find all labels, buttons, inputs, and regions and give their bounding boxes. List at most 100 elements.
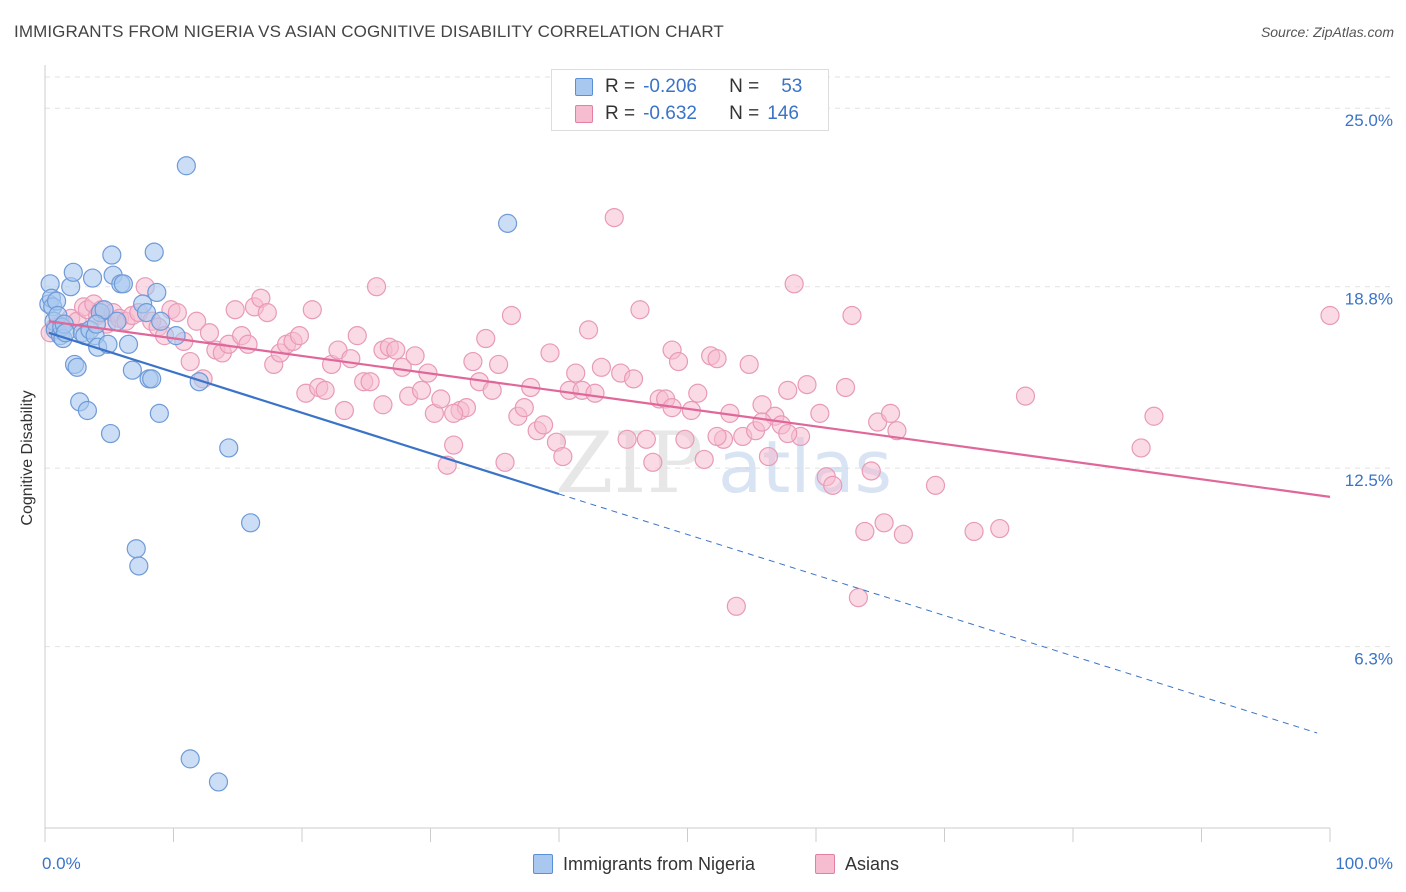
data-point-asians — [848, 588, 869, 608]
data-point-asians — [578, 320, 599, 340]
data-point-nigeria — [144, 242, 164, 262]
data-point-asians — [167, 303, 187, 323]
data-point-asians — [925, 475, 946, 495]
data-point-nigeria — [241, 513, 261, 533]
legend-r-value: -0.632 — [643, 103, 697, 124]
data-point-asians — [874, 513, 894, 533]
y-tick-label: 6.3% — [1354, 650, 1393, 669]
axes — [44, 65, 1331, 842]
legend-n-value: 53 — [781, 76, 803, 97]
data-point-nigeria — [142, 369, 162, 389]
data-point-asians — [964, 521, 984, 542]
data-point-nigeria — [107, 311, 127, 331]
data-point-asians — [1144, 406, 1164, 426]
data-point-asians — [1015, 386, 1036, 406]
data-point-asians — [482, 380, 502, 400]
chart-title: IMMIGRANTS FROM NIGERIA VS ASIAN COGNITI… — [14, 22, 724, 41]
legend-row-nigeria: R = -0.206 N = 53 — [552, 74, 802, 100]
legend-r-label: R = — [605, 103, 636, 124]
data-point-nigeria — [63, 262, 83, 282]
data-point-nigeria — [136, 303, 157, 323]
trend-lines — [48, 320, 1331, 734]
data-point-asians — [386, 340, 406, 360]
data-point-asians — [347, 326, 367, 346]
bottom-legend-swatch-pink — [815, 854, 835, 874]
data-point-asians — [823, 475, 843, 495]
data-point-asians — [835, 377, 856, 398]
data-point-nigeria — [176, 156, 196, 176]
data-point-asians — [302, 300, 322, 320]
data-point-nigeria — [219, 438, 239, 458]
legend-n-label: N = — [729, 76, 760, 97]
data-point-asians — [411, 380, 432, 400]
data-point-nigeria — [126, 539, 146, 559]
data-point-nigeria — [122, 360, 142, 380]
data-point-asians — [758, 446, 779, 467]
data-point-asians — [533, 415, 554, 435]
legend-n-label: N = — [729, 103, 760, 124]
data-point-nigeria — [77, 400, 98, 421]
legend-swatch-pink — [575, 105, 593, 123]
data-point-nigeria — [151, 311, 171, 331]
data-point-asians — [514, 398, 534, 418]
data-point-asians — [360, 372, 380, 392]
bottom-legend-label: Immigrants from Nigeria — [563, 853, 756, 874]
x-tick-label: 0.0% — [42, 854, 81, 873]
data-point-asians — [636, 429, 656, 449]
legend-r-value: -0.206 — [643, 76, 697, 97]
data-point-asians — [675, 429, 695, 449]
y-tick-label: 25.0% — [1345, 111, 1393, 130]
data-point-asians — [726, 596, 746, 616]
data-point-asians — [289, 326, 310, 346]
data-point-asians — [623, 369, 644, 389]
bottom-legend-label: Asians — [845, 853, 900, 874]
data-point-asians — [257, 303, 277, 323]
legend-r-label: R = — [605, 76, 636, 97]
data-point-asians — [540, 343, 560, 363]
data-point-nigeria — [149, 403, 169, 423]
data-point-asians — [238, 334, 258, 354]
data-point-nigeria — [67, 357, 87, 377]
data-point-nigeria — [189, 372, 209, 392]
data-point-asians — [784, 274, 804, 294]
data-point-asians — [180, 351, 200, 372]
data-point-asians — [495, 452, 515, 472]
data-point-asians — [893, 524, 913, 544]
data-point-asians — [643, 452, 663, 472]
trend-line-nigeria-extrapolated — [558, 493, 1318, 734]
data-point-asians — [431, 389, 451, 409]
data-point-nigeria — [180, 749, 200, 769]
series-nigeria — [39, 156, 518, 792]
legend-row-asians: R = -0.632 N = 146 — [552, 101, 799, 127]
data-point-asians — [604, 208, 624, 228]
data-point-asians — [694, 449, 714, 470]
data-point-asians — [707, 349, 727, 369]
data-point-nigeria — [166, 326, 186, 346]
data-point-asians — [810, 403, 830, 423]
data-point-asians — [566, 363, 586, 383]
data-point-asians — [225, 300, 245, 320]
data-point-asians — [392, 357, 412, 377]
data-point-nigeria — [208, 772, 229, 792]
data-point-nigeria — [498, 213, 518, 233]
data-point-asians — [630, 300, 650, 320]
tick-labels: 25.0% 18.8% 12.5% 6.3% 0.0% 100.0% — [42, 111, 1393, 873]
data-point-asians — [591, 357, 612, 377]
data-point-nigeria — [118, 334, 139, 354]
data-point-nigeria — [102, 245, 122, 265]
data-point-nigeria — [113, 274, 133, 294]
data-point-asians — [187, 311, 207, 331]
data-point-asians — [444, 435, 464, 455]
watermark-zip: ZIP — [555, 414, 703, 512]
data-point-asians — [585, 383, 605, 403]
data-point-asians — [1131, 438, 1151, 458]
data-point-asians — [476, 328, 496, 349]
data-point-asians — [373, 395, 393, 415]
data-point-nigeria — [82, 268, 103, 288]
data-point-asians — [668, 351, 689, 372]
bottom-legend-swatch-blue — [533, 854, 553, 874]
data-point-nigeria — [98, 334, 118, 354]
data-point-asians — [315, 380, 335, 400]
bottom-legend-nigeria: Immigrants from Nigeria — [533, 852, 755, 876]
